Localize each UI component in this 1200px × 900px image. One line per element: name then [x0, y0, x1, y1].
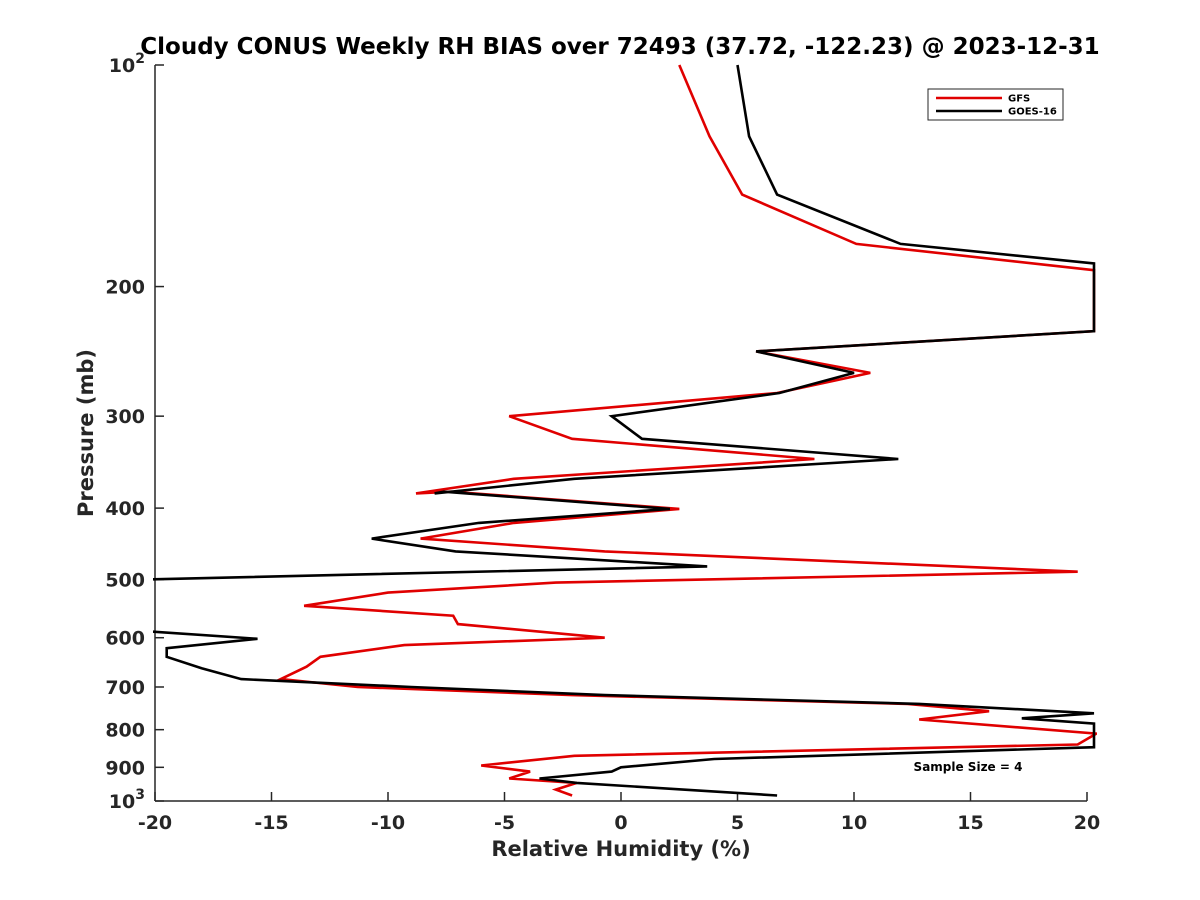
series-line-goes-16 — [153, 64, 1096, 797]
x-tick-label: 15 — [957, 812, 983, 834]
plot-frame — [154, 65, 1087, 802]
x-tick-label: -15 — [254, 812, 288, 834]
series-line-gfs — [276, 64, 1097, 797]
x-tick-label: 0 — [614, 812, 627, 834]
x-tick-label: 10 — [841, 812, 867, 834]
y-tick-label: 500 — [105, 569, 145, 591]
chart-title: Cloudy CONUS Weekly RH BIAS over 72493 (… — [140, 34, 1099, 60]
x-tick-label: 5 — [731, 812, 744, 834]
y-tick-label: 102 — [109, 51, 145, 77]
y-tick-label: 900 — [105, 757, 145, 779]
x-tick-label: 20 — [1074, 812, 1100, 834]
y-tick-label: 600 — [105, 628, 145, 650]
y-tick-label: 200 — [105, 277, 145, 299]
sample-size-annotation: Sample Size = 4 — [914, 760, 1023, 774]
y-tick-label: 700 — [105, 677, 145, 699]
legend-box — [927, 88, 1064, 121]
x-tick-label: -10 — [371, 812, 405, 834]
x-tick-label: -5 — [494, 812, 515, 834]
y-tick-label: 400 — [105, 498, 145, 520]
series-layer — [153, 64, 1097, 797]
y-axis-title: Pressure (mb) — [74, 349, 98, 517]
y-tick-label: 800 — [105, 720, 145, 742]
x-axis-title: Relative Humidity (%) — [491, 837, 750, 861]
y-tick-label: 103 — [109, 787, 145, 813]
legend-label: GFS — [1008, 94, 1030, 105]
legend: GFS GOES-16 — [927, 88, 1064, 121]
x-tick-label: -20 — [138, 812, 172, 834]
legend-label: GOES-16 — [1008, 107, 1057, 118]
x-axis-ticks: -20 -15 -10 -5 0 5 10 15 20 — [138, 792, 1100, 834]
y-tick-label: 300 — [105, 406, 145, 428]
